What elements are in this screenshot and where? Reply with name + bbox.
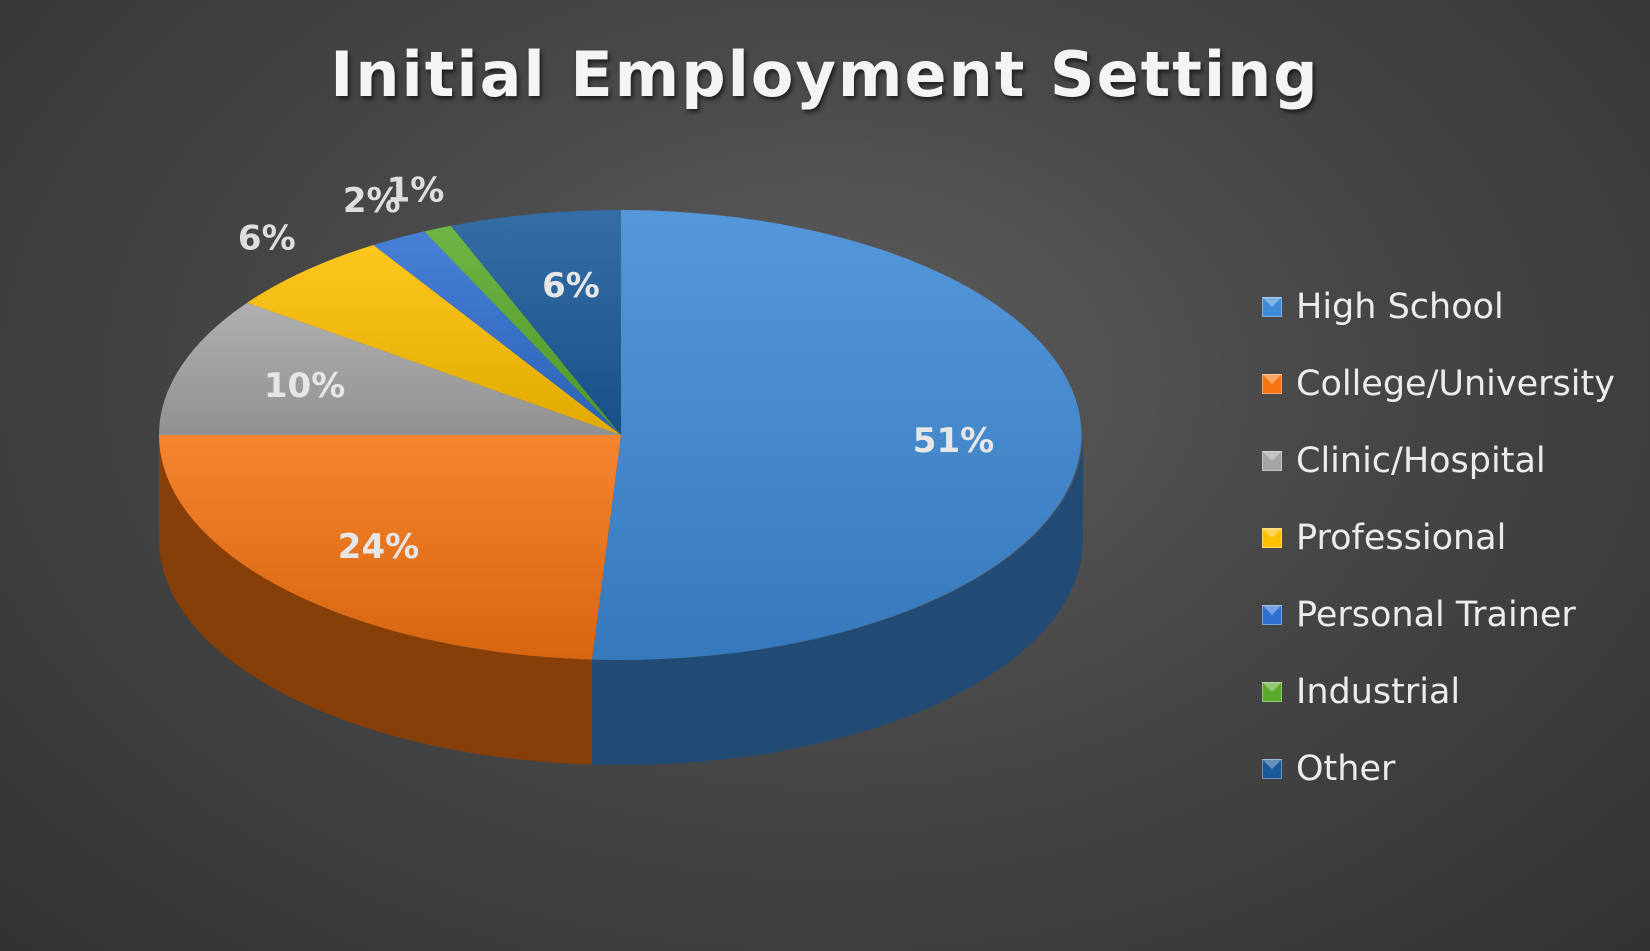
slice-highlight [247,245,621,435]
slice-highlight [158,302,621,435]
legend-item: Professional [1262,516,1615,593]
legend-label: Other [1296,749,1396,789]
legend-label: Personal Trainer [1296,595,1576,635]
legend-swatch [1262,451,1282,471]
data-label-college-university: 24% [338,527,419,567]
legend-item: Personal Trainer [1262,593,1615,670]
legend-item: Other [1262,747,1615,824]
data-label-clinic-hospital: 10% [264,366,345,406]
slice-highlight [592,210,1082,660]
legend-label: College/University [1296,364,1615,404]
legend: High School College/University Clinic/Hosp… [1262,285,1615,824]
data-label-professional: 6% [238,218,296,258]
legend-label: Professional [1296,518,1507,558]
slice-highlight [373,231,621,435]
pie-tops [158,210,1082,660]
pie-data-labels: 51% 24% 10% 6% 2%1% 6% [238,171,994,567]
legend-item: College/University [1262,362,1615,439]
data-label-high-school: 51% [913,421,994,461]
legend-swatch [1262,297,1282,317]
legend-swatch [1262,605,1282,625]
legend-label: Industrial [1296,672,1461,712]
legend-item: High School [1262,285,1615,362]
slice-side-high-school [592,435,1083,765]
slice-side-college-university [159,435,592,765]
legend-swatch [1262,682,1282,702]
slice-highlight [158,435,621,660]
data-label-personal-trainer: 2% [343,181,401,221]
legend-swatch [1262,528,1282,548]
legend-item: Industrial [1262,670,1615,747]
chart-title: Initial Employment Setting [330,38,1320,111]
pie-sides [159,435,1083,765]
legend-swatch [1262,759,1282,779]
slice-highlight [424,225,621,435]
data-label-industrial: 1% [387,171,445,211]
legend-swatch [1262,374,1282,394]
legend-item: Clinic/Hospital [1262,439,1615,516]
legend-label: High School [1296,287,1504,327]
slice-highlight [450,210,621,435]
data-label-other: 6% [542,266,600,306]
legend-label: Clinic/Hospital [1296,441,1546,481]
